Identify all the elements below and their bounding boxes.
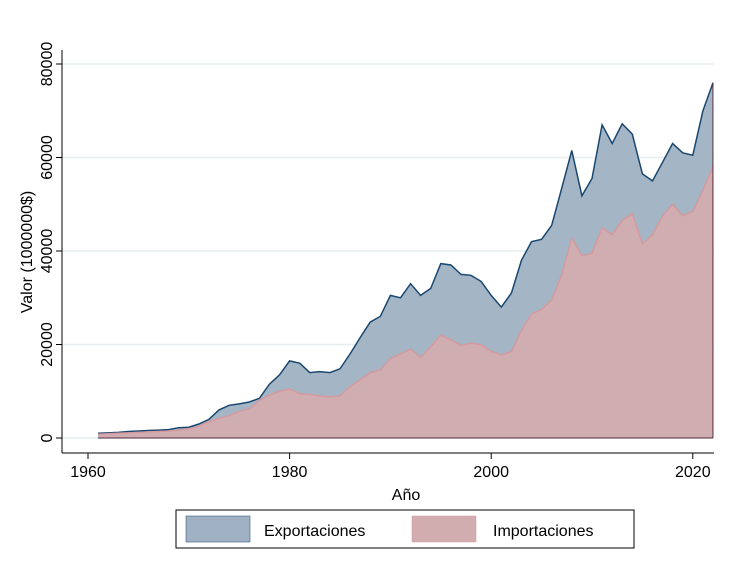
legend-swatch-importaciones [411, 515, 477, 543]
line-exportaciones [98, 82, 714, 435]
legend-label-importaciones: Importaciones [493, 523, 594, 540]
x-tick-label: 1960 [70, 464, 106, 481]
legend-label-exportaciones: Exportaciones [264, 523, 365, 540]
x-tick-label: 2020 [675, 464, 711, 481]
legend: Exportaciones Importaciones [175, 509, 635, 549]
y-tick-label: 20000 [39, 322, 56, 367]
x-tick-label: 1980 [272, 464, 308, 481]
area-importaciones [98, 166, 713, 439]
x-axis-label: Año [392, 487, 421, 504]
y-axis-label: Valor (1000000$) [19, 191, 36, 313]
legend-swatch-exportaciones [185, 515, 251, 543]
y-tick-label: 60000 [39, 135, 56, 180]
y-tick-label: 40000 [39, 229, 56, 274]
x-tick-label: 2000 [473, 464, 509, 481]
line-importaciones [98, 166, 714, 436]
y-tick-label: 80000 [39, 42, 56, 87]
y-tick-label: 0 [39, 433, 56, 442]
